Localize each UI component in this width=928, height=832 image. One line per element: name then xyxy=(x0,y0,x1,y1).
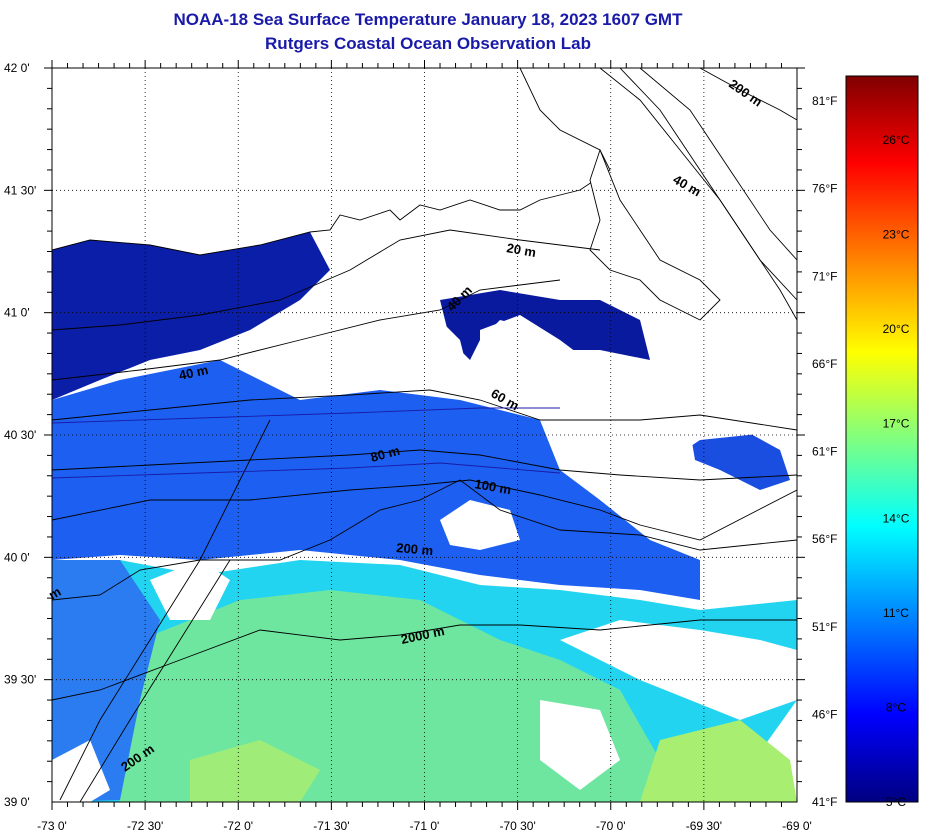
contour-2000m xyxy=(52,619,797,701)
lon-tick-label: -70 30' xyxy=(499,819,535,832)
fahrenheit-label: 41°F xyxy=(812,795,837,809)
contour-canyon xyxy=(59,419,271,801)
cloud-gap-5 xyxy=(560,620,797,720)
lon-tick-label: -69 0' xyxy=(782,819,812,832)
celsius-label: 26°C xyxy=(883,133,910,147)
fahrenheit-label: 46°F xyxy=(812,707,837,721)
fahrenheit-label: 61°F xyxy=(812,445,837,459)
lon-tick-label: -73 0' xyxy=(37,819,67,832)
contour-60m xyxy=(52,389,797,431)
lon-tick-label: -69 30' xyxy=(686,819,722,832)
contour-20m xyxy=(52,229,601,331)
fahrenheit-label: 66°F xyxy=(812,357,837,371)
cloud-gap-6 xyxy=(150,560,230,620)
cloud-gap xyxy=(480,315,797,490)
contour-jetstream xyxy=(52,407,560,424)
contour-shelf-north-2 xyxy=(619,68,797,321)
map-subtitle: Rutgers Coastal Ocean Observation Lab xyxy=(265,34,591,53)
lat-tick-label: 40 0' xyxy=(4,550,30,564)
lat-tick-label: 39 0' xyxy=(4,795,30,809)
sst-darkblue-bay xyxy=(440,290,650,360)
contour-label-80m: 80 m xyxy=(369,443,402,465)
contour-canyon-2 xyxy=(79,559,231,802)
contour-100m xyxy=(52,479,797,541)
fahrenheit-label: 56°F xyxy=(812,532,837,546)
sst-blue-south xyxy=(52,560,160,802)
contour-label-40m: 40 m xyxy=(178,362,210,383)
fahrenheit-label: 71°F xyxy=(812,269,837,283)
lon-tick-label: -72 0' xyxy=(223,819,253,832)
contour-shelf-north xyxy=(599,68,797,301)
contour-label-20m: 20 m xyxy=(505,240,537,260)
celsius-labels: 26°C 23°C 20°C 17°C 14°C 11°C 8°C 5°C xyxy=(883,133,910,809)
celsius-label: 17°C xyxy=(883,417,910,431)
fahrenheit-labels: 81°F 76°F 71°F 66°F 61°F 56°F 51°F 46°F 41°F xyxy=(812,94,837,809)
lat-tick-label: 42 0' xyxy=(4,61,30,75)
bathymetry-contours xyxy=(52,68,797,802)
lon-tick-label: -71 0' xyxy=(410,819,440,832)
lat-tick-label: 39 30' xyxy=(4,673,36,687)
colorbar xyxy=(845,75,919,803)
lon-tick-label: -72 30' xyxy=(127,819,163,832)
cloud-gap-4 xyxy=(440,500,520,550)
sst-blue-east-patch xyxy=(690,428,790,490)
fahrenheit-label: 51°F xyxy=(812,620,837,634)
latitude-labels: 42 0' 41 30' 41 0' 40 30' 40 0' 39 30' 39 0' xyxy=(4,61,36,809)
contour-label-200m-north: 200 m xyxy=(726,76,765,109)
cloud-gap-2 xyxy=(290,290,470,390)
contour-jetstream-2 xyxy=(52,462,561,479)
celsius-label: 20°C xyxy=(883,322,910,336)
axis-ticks xyxy=(44,60,805,810)
fahrenheit-label: 81°F xyxy=(812,94,837,108)
sst-yellowgreen-patch2 xyxy=(190,740,320,802)
longitude-labels: -73 0' -72 30' -72 0' -71 30' -71 0' -70 30' -… xyxy=(37,819,812,832)
lat-tick-label: 41 0' xyxy=(4,306,30,320)
cloud-gap-7 xyxy=(540,700,620,790)
celsius-label: 5°C xyxy=(886,795,906,809)
land-mass-east xyxy=(589,148,721,321)
contour-40m xyxy=(52,279,561,381)
lat-tick-label: 41 30' xyxy=(4,183,36,197)
celsius-label: 23°C xyxy=(883,228,910,242)
contour-200m xyxy=(52,479,797,601)
lon-tick-label: -71 30' xyxy=(313,819,349,832)
sst-field xyxy=(52,68,797,802)
contour-label-200m: 200 m xyxy=(396,540,434,558)
sst-yellowgreen-patch xyxy=(640,720,797,802)
map-title: NOAA-18 Sea Surface Temperature January … xyxy=(173,10,683,29)
sst-blue-band xyxy=(52,360,700,600)
lat-tick-label: 40 30' xyxy=(4,428,36,442)
lon-tick-label: -70 0' xyxy=(596,819,626,832)
contour-shelf-north-3 xyxy=(639,68,797,261)
celsius-label: 11°C xyxy=(883,606,909,620)
celsius-label: 8°C xyxy=(886,700,906,714)
graticule xyxy=(52,68,797,802)
celsius-label: 14°C xyxy=(883,511,910,525)
contour-80m xyxy=(52,449,797,481)
contour-label-100m: 100 m xyxy=(473,476,512,497)
contour-label-40m-north: 40 m xyxy=(671,172,704,200)
fahrenheit-label: 76°F xyxy=(812,182,837,196)
contour-200m-north xyxy=(699,68,797,121)
